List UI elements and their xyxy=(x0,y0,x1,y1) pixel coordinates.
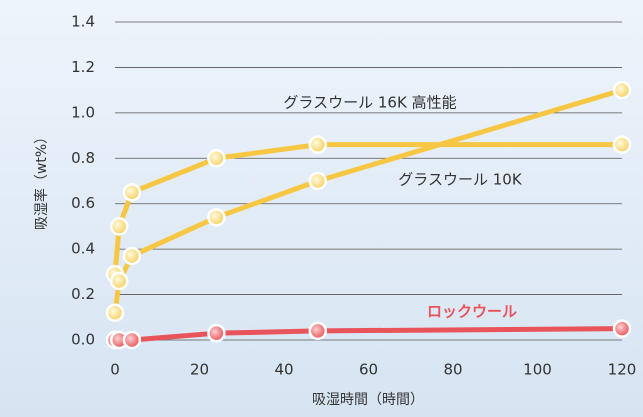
data-point xyxy=(207,208,226,227)
data-point xyxy=(308,135,328,154)
x-tick-label: 20 xyxy=(190,361,209,379)
x-tick-label: 0 xyxy=(110,361,120,379)
series-label: グラスウール 10K xyxy=(398,171,523,189)
data-point xyxy=(612,319,632,338)
data-point xyxy=(105,303,125,322)
data-point xyxy=(308,321,328,341)
y-tick-label: 1.4 xyxy=(71,13,95,31)
data-point xyxy=(109,217,129,236)
x-tick-label: 100 xyxy=(523,361,552,379)
x-axis-label: 吸湿時間（時間） xyxy=(312,392,424,408)
data-point xyxy=(207,323,226,343)
y-axis-label: 吸湿率（wt%） xyxy=(33,130,50,230)
x-tick-label: 80 xyxy=(443,361,462,379)
y-tick-label: 1.2 xyxy=(71,58,95,76)
data-point xyxy=(308,171,328,191)
x-tick-label: 40 xyxy=(274,361,293,379)
x-tick-label: 60 xyxy=(359,361,378,379)
y-tick-label: 0.2 xyxy=(71,285,95,303)
series-label: ロックウール xyxy=(427,303,517,321)
x-tick-label: 120 xyxy=(608,361,637,379)
y-tick-label: 0.0 xyxy=(71,331,95,349)
data-point xyxy=(612,80,632,100)
data-point xyxy=(612,135,632,154)
data-point xyxy=(122,246,142,266)
data-point xyxy=(109,271,129,291)
y-tick-label: 0.6 xyxy=(71,194,95,212)
data-point xyxy=(122,330,142,350)
data-point xyxy=(122,183,142,202)
y-tick-label: 0.8 xyxy=(71,149,95,167)
data-point xyxy=(207,149,226,168)
y-tick-label: 0.4 xyxy=(71,240,95,258)
series-label: グラスウール 16K 高性能 xyxy=(283,94,456,112)
y-tick-label: 1.0 xyxy=(71,103,95,121)
